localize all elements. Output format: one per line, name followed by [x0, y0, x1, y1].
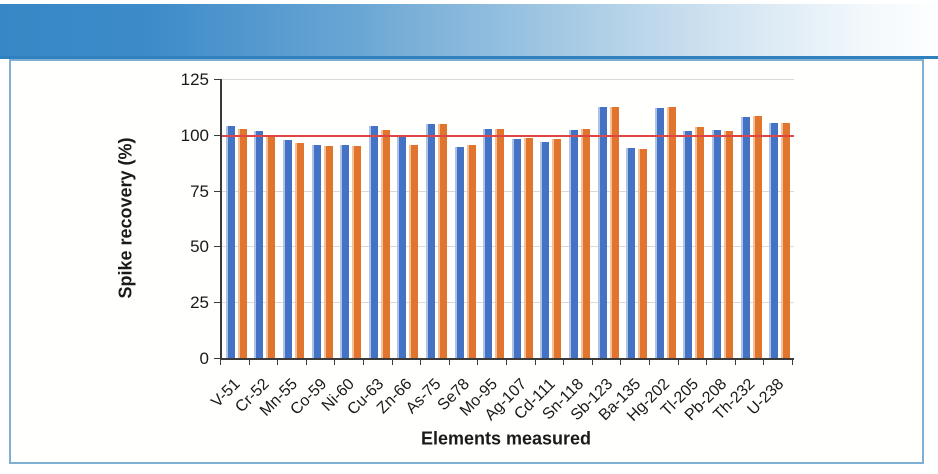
y-tick-label-0: 0 [199, 349, 209, 368]
x-tick-14 [620, 360, 622, 365]
bar-U-238-series_blue [769, 122, 779, 358]
y-tick-label-50: 50 [190, 237, 209, 257]
x-tick-8 [448, 360, 450, 365]
bar-Zn-66-series_blue [397, 134, 407, 358]
gridline-125 [222, 79, 794, 80]
bar-Cd-111-series_blue [540, 141, 550, 358]
bar-Cr-52-series_orange [266, 134, 276, 358]
gridline-25 [222, 302, 794, 304]
bar-Th-232-series_orange [752, 115, 762, 358]
x-tick-3 [305, 360, 307, 365]
x-tick-15 [649, 360, 650, 365]
x-tick-2 [277, 360, 279, 365]
x-tick-9 [477, 360, 479, 365]
bar-Ni-60-series_orange [352, 145, 362, 358]
x-tick-6 [391, 360, 393, 365]
bar-Cu-63-series_orange [380, 130, 390, 358]
x-tick-17 [706, 360, 708, 365]
bar-As-75-series_orange [438, 123, 447, 358]
bar-Ag-107-series_orange [523, 138, 533, 358]
x-tick-10 [506, 360, 507, 365]
bar-Co-59-series_blue [311, 144, 321, 358]
bar-Sn-118-series_blue [569, 130, 578, 358]
bar-Mo-95-series_blue [483, 129, 493, 358]
x-tick-16 [677, 360, 679, 365]
x-tick-20 [792, 360, 793, 365]
y-tick-25 [214, 302, 220, 304]
bar-Zn-66-series_orange [409, 144, 419, 358]
x-tick-5 [363, 360, 364, 365]
bar-U-238-series_orange [781, 122, 791, 358]
plot-area [220, 79, 794, 360]
gridline-50 [222, 246, 794, 248]
y-tick-label-75: 75 [190, 181, 209, 201]
y-tick-100 [214, 134, 220, 136]
bar-As-75-series_blue [426, 123, 435, 358]
x-tick-4 [334, 360, 336, 365]
y-tick-label-125: 125 [180, 70, 209, 89]
bar-Sn-118-series_orange [581, 129, 590, 358]
bar-Pb-208-series_orange [724, 131, 733, 358]
reference-line-100pct [222, 134, 794, 137]
y-tick-50 [214, 246, 220, 248]
bar-Ba-135-series_orange [638, 149, 648, 358]
y-tick-label-100: 100 [180, 125, 209, 145]
bar-Th-232-series_blue [740, 116, 750, 358]
y-tick-75 [214, 190, 220, 192]
bar-Se78-series_orange [466, 144, 476, 358]
bar-Ag-107-series_blue [511, 139, 521, 358]
bar-Cd-111-series_orange [552, 139, 562, 358]
chart-card: Spike recovery (%) Elements measured 0 25… [9, 59, 924, 464]
x-tick-0 [220, 360, 221, 365]
bar-Tl-205-series_orange [695, 127, 705, 358]
bar-Se78-series_blue [454, 147, 464, 358]
x-tick-19 [763, 360, 765, 365]
x-tick-11 [534, 360, 536, 365]
y-axis-title: Spike recovery (%) [115, 137, 136, 299]
x-tick-1 [248, 360, 250, 365]
y-tick-label-25: 25 [190, 293, 209, 313]
x-tick-13 [591, 360, 593, 365]
x-axis-title: Elements measured [420, 428, 592, 449]
bar-Cu-63-series_blue [368, 125, 378, 358]
bar-Co-59-series_orange [323, 145, 333, 358]
bar-Mo-95-series_orange [495, 129, 505, 358]
x-tick-7 [420, 360, 422, 365]
bar-Mn-55-series_blue [283, 140, 292, 358]
bar-V-51-series_blue [225, 125, 235, 358]
header-banner [0, 4, 938, 59]
bar-Sb-123-series_blue [597, 106, 607, 358]
x-tick-18 [734, 360, 736, 365]
bar-V-51-series_orange [237, 129, 247, 358]
y-tick-0 [214, 358, 220, 359]
bar-Hg-202-series_orange [666, 106, 676, 358]
bar-Ni-60-series_blue [340, 144, 350, 358]
y-tick-125 [214, 79, 220, 80]
x-tick-12 [563, 360, 565, 365]
bar-Tl-205-series_blue [683, 131, 693, 358]
bar-Cr-52-series_blue [254, 131, 264, 358]
bar-Mn-55-series_orange [295, 142, 304, 358]
bar-Sb-123-series_orange [609, 106, 619, 358]
bar-Hg-202-series_blue [654, 108, 664, 358]
gridline-75 [222, 190, 794, 192]
bar-Ba-135-series_blue [626, 148, 636, 358]
bar-Pb-208-series_blue [712, 130, 721, 358]
